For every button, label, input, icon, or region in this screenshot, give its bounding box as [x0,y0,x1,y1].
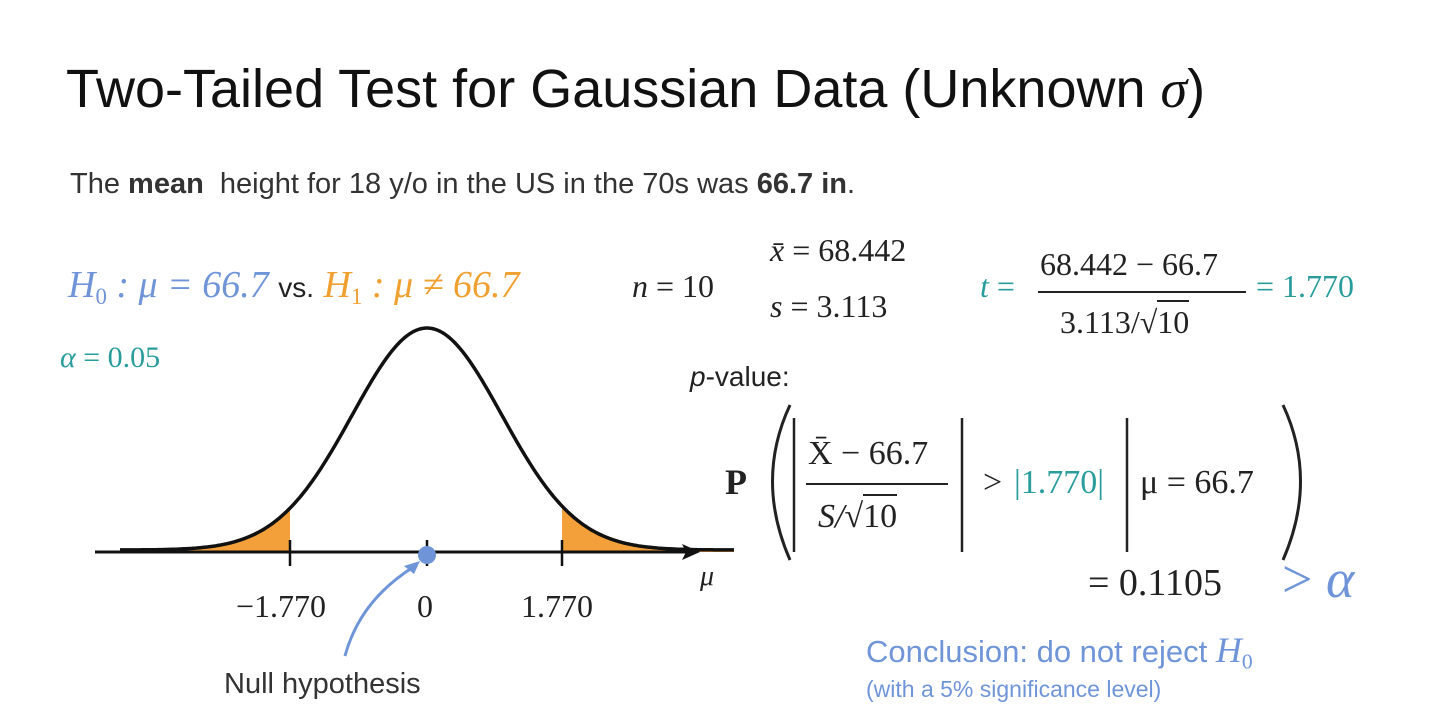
h1-sub: 1 [350,283,363,309]
p-tval: |1.770| [1014,464,1105,501]
title-text: Two-Tailed Test for Gaussian Data (Unkno… [66,59,1161,119]
conclusion: Conclusion: do not reject H0 [866,632,1253,673]
axis-label: μ [700,561,715,592]
h0-rest: : μ = 66.7 [106,264,269,306]
null-point [418,546,436,564]
tick-label: 0 [417,588,433,624]
intro-text: height for 18 y/o in the US in the 70s w… [203,168,757,200]
paren-left [771,404,792,561]
alpha: α = 0.05 [60,343,160,373]
p-gt: > [983,464,1003,501]
t-var: t [980,268,989,304]
s: s = 3.113 [770,290,887,322]
intro-text: . [847,168,856,200]
h0-sub: 0 [95,283,107,309]
p-compare-alpha: α [1325,549,1355,609]
h0-symbol: H [68,264,96,306]
xbar-rest: = 68.442 [784,232,907,268]
title-sigma: σ [1160,59,1188,119]
paren-right [1281,404,1302,561]
p-sqrt: 10 [863,494,898,535]
tick-label: 1.770 [521,588,593,624]
conclusion-h0: H0 [1215,630,1253,674]
title: Two-Tailed Test for Gaussian Data (Unkno… [66,62,1205,116]
t-eq: = [988,268,1015,304]
conclusion-note: (with a 5% significance level) [866,676,1162,702]
tick-label: −1.770 [236,588,327,624]
title-text: ) [1187,59,1206,119]
p-condition: μ = 66.7 [1140,464,1254,501]
n: n = 10 [632,270,714,302]
t-denominator-text: 3.113/√ [1060,304,1158,340]
h0: H0 : μ = 66.7 [68,264,269,309]
annotation: Null hypothesis [224,668,421,700]
right-tail [562,506,734,552]
n-var: n [632,268,648,304]
xbar-var: x̄ [770,232,785,268]
p-var: p [690,361,706,392]
p-compare: > α [1282,552,1354,606]
p-denominator: S/√10 [818,494,898,535]
t-sqrt: 10 [1157,300,1190,340]
p-result: = 0.1105 [1088,562,1223,604]
p-compare-gt: > [1282,549,1326,609]
p-denominator-text: S/√ [818,498,864,535]
vs: vs. [278,272,315,303]
h1-rest: : μ ≠ 66.7 [362,264,520,306]
alpha-var: α [60,341,76,374]
conclusion-sub: 0 [1241,649,1253,674]
s-var: s [770,288,783,324]
intro: The mean height for 18 y/o in the US in … [70,170,855,199]
t-numerator: 68.442 − 66.7 [1040,246,1219,282]
t: t = [980,270,1015,302]
t-denominator: 3.113/√10 [1060,300,1190,340]
xbar: x̄ = 68.442 [770,234,906,266]
n-rest: = 10 [648,268,715,304]
conclusion-symbol: H [1215,630,1242,670]
intro-text: The [70,168,129,200]
axis-arrow [682,544,700,560]
intro-bold: 66.7 in [756,168,848,200]
h1: H1 : μ ≠ 66.7 [323,264,520,309]
annotation-arrowhead [404,561,420,574]
hypotheses: H0 : μ = 66.7 vs. H1 : μ ≠ 66.7 [68,266,519,309]
pvalue-label: p-value: [690,363,790,391]
h1-symbol: H [323,264,351,306]
conclusion-text: Conclusion: do not reject [866,634,1216,669]
alpha-rest: = 0.05 [75,341,161,374]
t-result: = 1.770 [1256,268,1355,304]
density-curve [120,326,734,552]
prob-symbol: P [725,462,747,502]
left-tail [120,508,290,552]
p-rest: -value: [705,361,790,392]
p-numerator: X̄ − 66.7 [808,435,929,472]
s-rest: = 3.113 [782,288,888,324]
annotation-arrow [343,564,416,657]
intro-bold: mean [128,168,204,200]
